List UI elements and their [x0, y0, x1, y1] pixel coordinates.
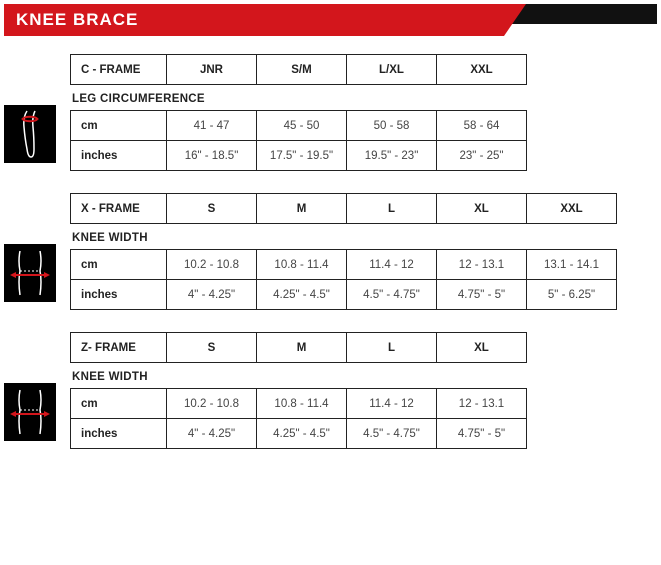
measurement-icon	[4, 105, 56, 163]
knee-icon	[8, 388, 52, 436]
size-header-table: C - FRAMEJNRS/ML/XLXXL	[70, 54, 527, 85]
measurement-cell: 5" - 6.25"	[527, 280, 617, 310]
size-header: S/M	[257, 55, 347, 85]
size-section: Z- FRAMESMLXL KNEE WIDTH cm10.2 - 10.810.8…	[4, 332, 657, 449]
size-header: XXL	[527, 194, 617, 224]
measurement-table: cm10.2 - 10.810.8 - 11.411.4 - 1212 - 13…	[70, 388, 527, 449]
unit-label: inches	[71, 419, 167, 449]
measurement-cell: 12 - 13.1	[437, 389, 527, 419]
measurement-cell: 50 - 58	[347, 111, 437, 141]
table-row: cm41 - 4745 - 5050 - 5858 - 64	[71, 111, 527, 141]
measurement-cell: 4.25" - 4.5"	[257, 419, 347, 449]
table-row: inches4" - 4.25"4.25" - 4.5"4.5" - 4.75"…	[71, 280, 617, 310]
unit-label: inches	[71, 280, 167, 310]
unit-label: cm	[71, 250, 167, 280]
measurement-cell: 4.25" - 4.5"	[257, 280, 347, 310]
size-header-table: X - FRAMESMLXLXXL	[70, 193, 617, 224]
measurement-cell: 4.75" - 5"	[437, 419, 527, 449]
measurement-cell: 10.2 - 10.8	[167, 389, 257, 419]
measurement-cell: 13.1 - 14.1	[527, 250, 617, 280]
measurement-cell: 23" - 25"	[437, 141, 527, 171]
leg-icon	[13, 109, 47, 159]
frame-label: X - FRAME	[71, 194, 167, 224]
measurement-icon	[4, 383, 56, 441]
measurement-cell: 10.8 - 11.4	[257, 389, 347, 419]
measurement-cell: 11.4 - 12	[347, 389, 437, 419]
measurement-cell: 41 - 47	[167, 111, 257, 141]
table-row: cm10.2 - 10.810.8 - 11.411.4 - 1212 - 13…	[71, 389, 527, 419]
measurement-cell: 45 - 50	[257, 111, 347, 141]
measurement-cell: 12 - 13.1	[437, 250, 527, 280]
measurement-cell: 4.5" - 4.75"	[347, 280, 437, 310]
size-header-table: Z- FRAMESMLXL	[70, 332, 527, 363]
header-banner: KNEE BRACE	[4, 4, 657, 36]
page-title: KNEE BRACE	[4, 4, 657, 36]
measurement-icon	[4, 244, 56, 302]
table-row: cm10.2 - 10.810.8 - 11.411.4 - 1212 - 13…	[71, 250, 617, 280]
size-header: M	[257, 333, 347, 363]
measurement-cell: 17.5" - 19.5"	[257, 141, 347, 171]
size-header: XL	[437, 333, 527, 363]
size-header: S	[167, 333, 257, 363]
measurement-subtitle: LEG CIRCUMFERENCE	[72, 93, 657, 105]
frame-label: C - FRAME	[71, 55, 167, 85]
size-header: L	[347, 194, 437, 224]
measurement-cell: 58 - 64	[437, 111, 527, 141]
unit-label: inches	[71, 141, 167, 171]
measurement-cell: 4" - 4.25"	[167, 280, 257, 310]
frame-label: Z- FRAME	[71, 333, 167, 363]
size-header: XL	[437, 194, 527, 224]
measurement-table: cm41 - 4745 - 5050 - 5858 - 64inches16" …	[70, 110, 527, 171]
measurement-cell: 16" - 18.5"	[167, 141, 257, 171]
measurement-cell: 19.5" - 23"	[347, 141, 437, 171]
unit-label: cm	[71, 389, 167, 419]
size-section: X - FRAMESMLXLXXL KNEE WIDTH cm10.2 - 10.8…	[4, 193, 657, 310]
measurement-cell: 4" - 4.25"	[167, 419, 257, 449]
measurement-cell: 4.5" - 4.75"	[347, 419, 437, 449]
size-header: S	[167, 194, 257, 224]
table-row: inches16" - 18.5"17.5" - 19.5"19.5" - 23…	[71, 141, 527, 171]
measurement-subtitle: KNEE WIDTH	[72, 232, 657, 244]
size-section: C - FRAMEJNRS/ML/XLXXL LEG CIRCUMFERENCE c…	[4, 54, 657, 171]
measurement-cell: 10.8 - 11.4	[257, 250, 347, 280]
measurement-cell: 4.75" - 5"	[437, 280, 527, 310]
measurement-cell: 11.4 - 12	[347, 250, 437, 280]
size-header: JNR	[167, 55, 257, 85]
measurement-table: cm10.2 - 10.810.8 - 11.411.4 - 1212 - 13…	[70, 249, 617, 310]
size-header: XXL	[437, 55, 527, 85]
table-row: inches4" - 4.25"4.25" - 4.5"4.5" - 4.75"…	[71, 419, 527, 449]
size-header: L/XL	[347, 55, 437, 85]
unit-label: cm	[71, 111, 167, 141]
size-header: L	[347, 333, 437, 363]
measurement-cell: 10.2 - 10.8	[167, 250, 257, 280]
knee-icon	[8, 249, 52, 297]
measurement-subtitle: KNEE WIDTH	[72, 371, 657, 383]
size-header: M	[257, 194, 347, 224]
